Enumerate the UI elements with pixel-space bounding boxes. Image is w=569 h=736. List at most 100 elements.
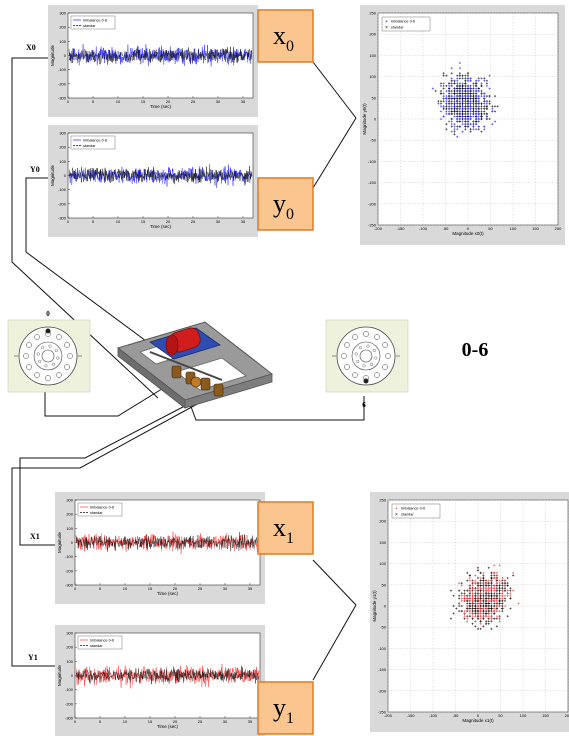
legend-entry: standar bbox=[391, 26, 404, 30]
y-tick-label: 250 bbox=[369, 11, 376, 16]
x-tick-label: 100 bbox=[520, 713, 527, 718]
legend-entry: Imbalance 0-6 bbox=[83, 19, 107, 23]
disc-outer bbox=[336, 326, 396, 386]
x-tick-label: 10 bbox=[116, 99, 121, 104]
x-tick-label: 0 bbox=[477, 713, 480, 718]
x-tick-label: 150 bbox=[542, 713, 549, 718]
x-axis-label: Time (sec) bbox=[157, 591, 179, 596]
x-tick-label: 10 bbox=[123, 586, 128, 591]
x-tick-label: 5 bbox=[92, 219, 95, 224]
test-rig-machine bbox=[116, 321, 274, 409]
y-axis-label: Magnitude bbox=[57, 664, 62, 686]
y-tick-label: 100 bbox=[66, 659, 73, 664]
x-tick-label: 35 bbox=[248, 586, 253, 591]
motor bbox=[165, 327, 201, 356]
signal-box-y1: y1 bbox=[257, 681, 314, 735]
x-tick-label: 100 bbox=[510, 226, 517, 231]
x-tick-label: 35 bbox=[241, 219, 246, 224]
connector-x1box-scatter bbox=[312, 559, 357, 606]
big-label: 0-6 bbox=[462, 339, 489, 361]
x-tick-label: 25 bbox=[191, 219, 196, 224]
side-label-x0: X0 bbox=[26, 43, 36, 52]
x-tick-label: 30 bbox=[223, 586, 228, 591]
y-tick-label: -150 bbox=[378, 667, 387, 672]
x-tick-label: 20 bbox=[173, 586, 178, 591]
legend-entry: standar bbox=[83, 24, 96, 28]
signal-box-y0: y0 bbox=[257, 177, 314, 231]
x-tick-label: 200 bbox=[565, 713, 569, 718]
x-tick-label: 5 bbox=[99, 719, 102, 724]
connector-y1 bbox=[11, 395, 213, 667]
x-axis-label: Magnitude x1(t) bbox=[462, 718, 494, 723]
x-tick-label: -200 bbox=[374, 226, 383, 231]
scatter-points bbox=[431, 61, 499, 138]
x-tick-label: -150 bbox=[396, 226, 405, 231]
y-tick-label: 200 bbox=[369, 32, 376, 37]
y-tick-label: -150 bbox=[368, 180, 377, 185]
signal-trace bbox=[68, 46, 253, 65]
x-axis-label: Time (sec) bbox=[150, 104, 172, 109]
x-tick-label: 25 bbox=[198, 719, 203, 724]
disc-label-right: 6 bbox=[362, 401, 366, 409]
x-tick-label: 10 bbox=[116, 219, 121, 224]
x-tick-label: 5 bbox=[92, 99, 95, 104]
y-tick-label: -200 bbox=[65, 568, 74, 573]
x-tick-label: -150 bbox=[406, 713, 415, 718]
x-tick-label: 25 bbox=[191, 99, 196, 104]
y-tick-label: -100 bbox=[58, 187, 67, 192]
legend-entry: standar bbox=[83, 144, 96, 148]
y-tick-label: -50 bbox=[370, 138, 377, 143]
signal-trace bbox=[68, 165, 253, 186]
x-tick-label: 30 bbox=[216, 219, 221, 224]
y-tick-label: 0 bbox=[71, 540, 74, 545]
imbalance-marker bbox=[45, 328, 51, 334]
y-tick-label: -50 bbox=[380, 625, 387, 630]
y-tick-label: 300 bbox=[66, 498, 73, 503]
legend-entry: Imbalance 0-6 bbox=[391, 20, 415, 24]
y-tick-label: 0 bbox=[64, 53, 67, 58]
y-tick-label: 100 bbox=[379, 561, 386, 566]
y-tick-label: 0 bbox=[71, 673, 74, 678]
y-axis-label: Magnitude bbox=[50, 164, 55, 186]
y-tick-label: 300 bbox=[66, 631, 73, 636]
y-axis-label: Magnitude y0(t) bbox=[362, 103, 367, 135]
y-tick-label: 100 bbox=[59, 39, 66, 44]
signal-box-x0: x0 bbox=[257, 9, 314, 63]
box-label: x1 bbox=[273, 513, 294, 547]
legend-entry: Imbalance 0-6 bbox=[401, 507, 425, 511]
svg-text:+: + bbox=[395, 506, 398, 512]
box-label: y1 bbox=[273, 693, 294, 727]
x-tick-label: 30 bbox=[223, 719, 228, 724]
y-tick-label: 150 bbox=[379, 540, 386, 545]
y-tick-label: -200 bbox=[378, 688, 387, 693]
x-tick-label: 20 bbox=[166, 99, 171, 104]
connector-y1box-scatter bbox=[312, 604, 357, 681]
y-tick-label: 0 bbox=[64, 173, 67, 178]
x-tick-label: 0 bbox=[67, 219, 70, 224]
legend-entry: Imbalance 0-6 bbox=[83, 139, 107, 143]
signal-trace bbox=[75, 531, 260, 552]
x-tick-label: -50 bbox=[443, 226, 450, 231]
y-tick-label: -300 bbox=[58, 216, 67, 221]
side-label-y1: Y1 bbox=[28, 653, 38, 662]
y-tick-label: 50 bbox=[382, 582, 387, 587]
y-tick-label: -200 bbox=[368, 201, 377, 206]
y-tick-label: -300 bbox=[65, 716, 74, 721]
side-label-y0: Y0 bbox=[30, 165, 40, 174]
y-tick-label: -200 bbox=[58, 201, 67, 206]
y-tick-label: -100 bbox=[58, 67, 67, 72]
imbalance-marker bbox=[363, 378, 369, 384]
y-axis-label: Magnitude bbox=[50, 44, 55, 66]
svg-text:×: × bbox=[395, 512, 398, 518]
y-tick-label: 100 bbox=[59, 159, 66, 164]
legend-entry: standar bbox=[90, 644, 103, 648]
box-background bbox=[257, 9, 314, 63]
y-tick-label: 150 bbox=[369, 53, 376, 58]
x-tick-label: 25 bbox=[198, 586, 203, 591]
legend-entry: standar bbox=[90, 511, 103, 515]
x-tick-label: 10 bbox=[123, 719, 128, 724]
